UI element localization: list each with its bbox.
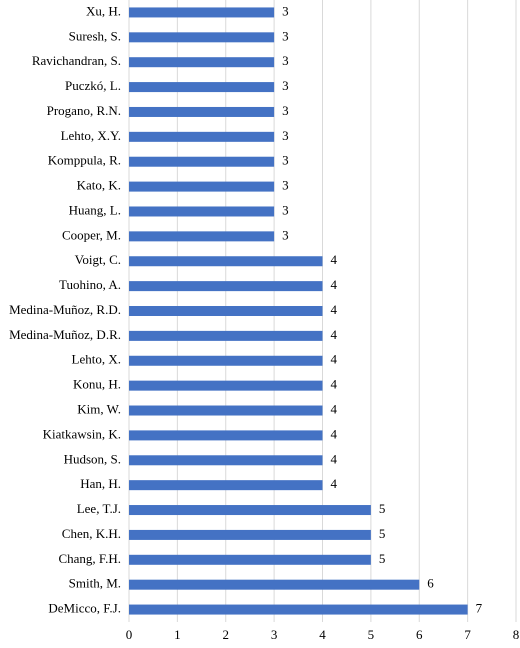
data-label: 3 <box>282 128 289 143</box>
bar <box>129 7 275 18</box>
data-label: 5 <box>379 501 386 516</box>
y-tick-label: Kiatkawsin, K. <box>43 426 121 441</box>
data-label: 5 <box>379 551 386 566</box>
bar <box>129 355 323 366</box>
bar <box>129 106 275 117</box>
bar <box>129 579 420 590</box>
data-label: 4 <box>331 352 338 367</box>
x-tick-label: 2 <box>223 627 230 642</box>
bar <box>129 131 275 142</box>
data-label: 3 <box>282 78 289 93</box>
y-tick-label: Tuohino, A. <box>59 277 121 292</box>
data-label: 4 <box>331 426 338 441</box>
x-tick-label: 7 <box>464 627 471 642</box>
x-tick-label: 4 <box>319 627 326 642</box>
y-tick-label: Kato, K. <box>77 178 121 193</box>
data-label: 3 <box>282 3 289 18</box>
data-label: 4 <box>331 402 338 417</box>
y-tick-label: Xu, H. <box>86 3 121 18</box>
bar <box>129 231 275 242</box>
y-tick-label: Puczkó, L. <box>65 78 121 93</box>
data-label: 4 <box>331 252 338 267</box>
bar <box>129 380 323 391</box>
bar <box>129 57 275 68</box>
data-label: 4 <box>331 476 338 491</box>
data-label: 3 <box>282 202 289 217</box>
bar <box>129 405 323 416</box>
y-tick-label: Medina-Muñoz, R.D. <box>9 302 121 317</box>
bar <box>129 206 275 217</box>
data-label: 3 <box>282 153 289 168</box>
bar <box>129 256 323 267</box>
y-tick-label: Komppula, R. <box>48 153 121 168</box>
y-tick-label: DeMicco, F.J. <box>48 601 121 616</box>
data-label: 3 <box>282 53 289 68</box>
bar <box>129 529 371 540</box>
bar <box>129 156 275 167</box>
y-tick-label: Kim, W. <box>77 402 121 417</box>
y-tick-label: Voigt, C. <box>75 252 121 267</box>
bar <box>129 604 468 615</box>
data-label: 4 <box>331 327 338 342</box>
y-tick-label: Smith, M. <box>69 576 121 591</box>
data-label: 4 <box>331 302 338 317</box>
data-label: 6 <box>427 576 434 591</box>
data-label: 3 <box>282 103 289 118</box>
bar <box>129 480 323 491</box>
data-label: 3 <box>282 178 289 193</box>
data-label: 4 <box>331 377 338 392</box>
data-label: 4 <box>331 277 338 292</box>
bar <box>129 181 275 192</box>
y-tick-label: Huang, L. <box>69 202 121 217</box>
x-tick-label: 0 <box>126 627 133 642</box>
y-tick-label: Lehto, X.Y. <box>61 128 121 143</box>
data-label: 3 <box>282 227 289 242</box>
bar <box>129 32 275 43</box>
data-label: 5 <box>379 526 386 541</box>
data-label: 4 <box>331 451 338 466</box>
y-tick-label: Han, H. <box>80 476 121 491</box>
x-tick-label: 6 <box>416 627 423 642</box>
y-tick-label: Cooper, M. <box>62 227 121 242</box>
bar <box>129 306 323 316</box>
data-label: 3 <box>282 28 289 43</box>
y-tick-label: Progano, R.N. <box>47 103 121 118</box>
bar <box>129 430 323 441</box>
bar <box>129 281 323 292</box>
bar <box>129 455 323 466</box>
y-tick-label: Lehto, X. <box>72 352 121 367</box>
y-tick-label: Chen, K.H. <box>62 526 121 541</box>
x-tick-label: 3 <box>271 627 278 642</box>
x-tick-label: 1 <box>174 627 181 642</box>
bar <box>129 330 323 341</box>
bar <box>129 554 371 565</box>
bar <box>129 505 371 516</box>
y-tick-label: Konu, H. <box>73 377 121 392</box>
x-tick-label: 8 <box>513 627 520 642</box>
x-tick-label: 5 <box>368 627 375 642</box>
y-tick-label: Lee, T.J. <box>77 501 121 516</box>
bar <box>129 82 275 93</box>
y-tick-label: Hudson, S. <box>64 451 121 466</box>
data-label: 7 <box>476 601 483 616</box>
y-tick-label: Suresh, S. <box>69 28 121 43</box>
y-tick-label: Ravichandran, S. <box>32 53 121 68</box>
y-tick-label: Chang, F.H. <box>58 551 121 566</box>
y-tick-label: Medina-Muñoz, D.R. <box>9 327 121 342</box>
